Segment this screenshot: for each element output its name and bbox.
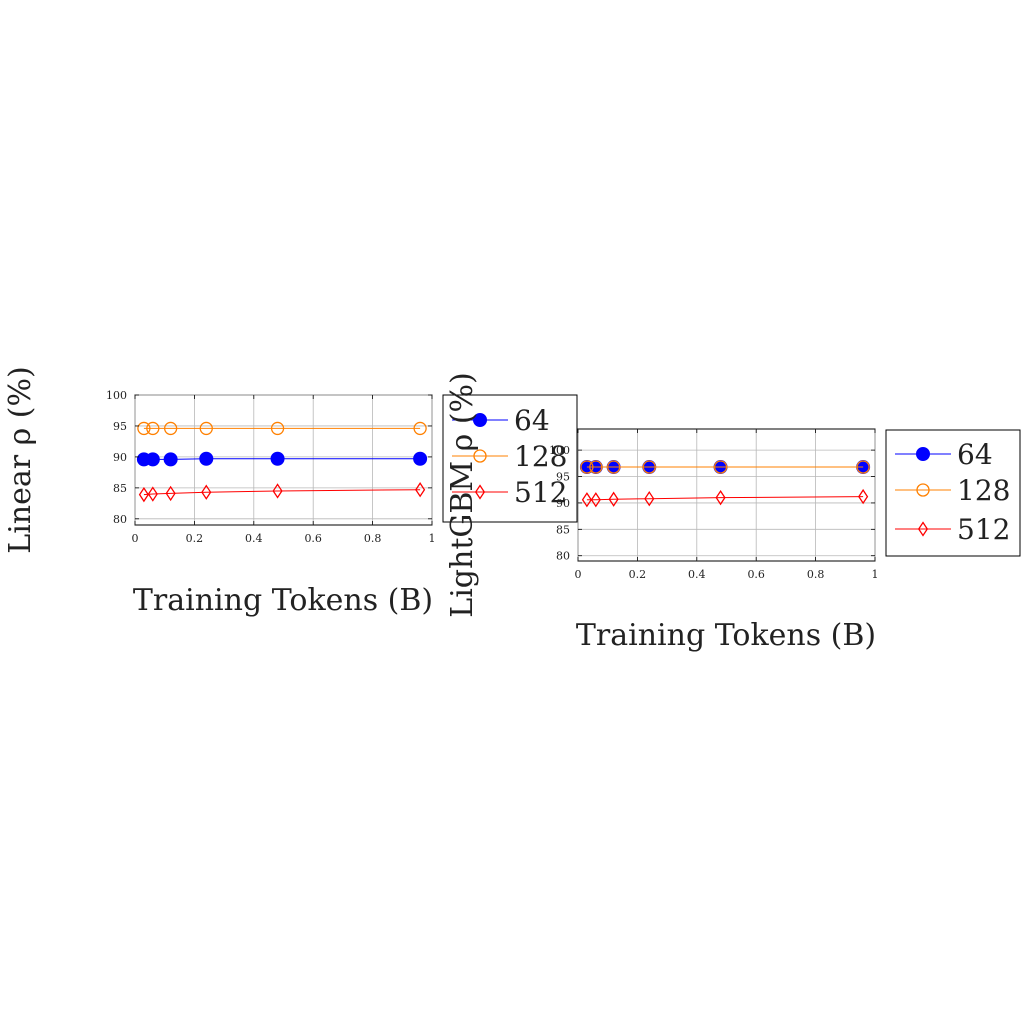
data-point-512 (644, 491, 655, 507)
data-point-64 (413, 451, 428, 466)
series-group-lightgbm (579, 460, 871, 508)
data-point-128 (163, 421, 178, 436)
data-point-128 (856, 460, 870, 474)
data-point-128 (146, 421, 160, 436)
y-tick-label: 90 (113, 451, 127, 464)
x-tick-label: 0 (132, 532, 139, 545)
series-line-512 (586, 496, 864, 501)
chart-linear: 0 0.2 0.4 0.6 0.8 1 80 85 90 95 100 Training Token… (3, 366, 578, 618)
grid-lightgbm (577, 429, 876, 561)
legend-label-512: 512 (514, 476, 567, 509)
legend-label-64: 64 (957, 438, 993, 471)
y-tick-label: 100 (549, 444, 570, 457)
x-axis-label-lightgbm: Training Tokens (B) (576, 618, 876, 653)
data-point-64 (199, 451, 214, 466)
y-axis-label-lightgbm: LightGBM ρ (%) (445, 372, 480, 617)
legend-label-64: 64 (514, 404, 550, 437)
data-point-64 (163, 452, 178, 467)
y-tick-label: 80 (556, 550, 570, 563)
y-tick-label: 90 (556, 497, 570, 510)
data-point-128 (606, 460, 621, 474)
data-point-128 (413, 421, 427, 436)
data-point-512 (858, 488, 869, 505)
x-tick-label: 0.2 (186, 532, 204, 545)
x-tick-label: 1 (429, 532, 436, 545)
x-tick-label: 0.8 (364, 532, 382, 545)
data-point-128 (642, 460, 656, 474)
plot-area-lightgbm (577, 428, 876, 562)
x-tick-label: 0.4 (245, 532, 263, 545)
x-tick-label: 0.6 (304, 532, 322, 545)
series-line-512 (143, 489, 421, 496)
tick-labels-lightgbm: 0 0.2 0.4 0.6 0.8 1 80 85 90 95 100 (549, 429, 879, 581)
y-tick-label: 85 (113, 482, 127, 495)
tick-labels-linear: 0 0.2 0.4 0.6 0.8 1 80 85 90 95 100 (106, 389, 436, 545)
data-point-512 (415, 482, 426, 498)
data-point-512 (581, 492, 592, 508)
legend-marker-64 (473, 413, 487, 427)
data-point-512 (590, 492, 601, 508)
legend-marker-128 (916, 483, 930, 497)
data-point-512 (201, 484, 212, 500)
legend-marker-64 (916, 447, 930, 461)
legend-box (442, 394, 578, 523)
x-axis-label-linear: Training Tokens (B) (133, 583, 433, 618)
series-group-linear (136, 421, 428, 503)
data-point-512 (715, 489, 726, 506)
legend-marker-512 (474, 484, 486, 500)
legend-box (885, 429, 1021, 557)
x-tick-label: 0 (575, 568, 582, 581)
x-tick-label: 1 (872, 568, 879, 581)
chart-lightgbm: 0 0.2 0.4 0.6 0.8 1 80 85 90 95 100 Training Token… (445, 372, 1021, 653)
x-tick-label: 0.4 (688, 568, 706, 581)
data-point-512 (272, 483, 283, 499)
data-point-512 (147, 486, 158, 502)
legend-label-128: 128 (514, 440, 567, 473)
legend-label-128: 128 (957, 474, 1010, 507)
data-point-512 (165, 485, 176, 502)
y-tick-label: 100 (106, 389, 127, 402)
x-tick-label: 0.2 (629, 568, 647, 581)
data-point-64 (145, 452, 160, 467)
legend-label-512: 512 (957, 513, 1010, 546)
data-point-512 (608, 491, 619, 507)
x-tick-label: 0.6 (747, 568, 765, 581)
data-point-128 (713, 460, 728, 474)
y-axis-label-linear: Linear ρ (%) (3, 366, 38, 553)
data-point-128 (270, 421, 285, 436)
data-point-512 (138, 486, 149, 503)
legend-marker-128 (473, 449, 487, 463)
data-point-128 (199, 421, 213, 436)
data-point-128 (580, 460, 594, 474)
x-tick-label: 0.8 (807, 568, 825, 581)
data-point-64 (270, 451, 285, 466)
data-point-128 (589, 460, 603, 474)
data-point-128 (137, 421, 151, 436)
y-tick-label: 85 (556, 523, 570, 536)
y-tick-label: 95 (556, 471, 570, 484)
y-tick-label: 80 (113, 513, 127, 526)
y-tick-label: 95 (113, 420, 127, 433)
legend-marker-512 (917, 521, 929, 537)
